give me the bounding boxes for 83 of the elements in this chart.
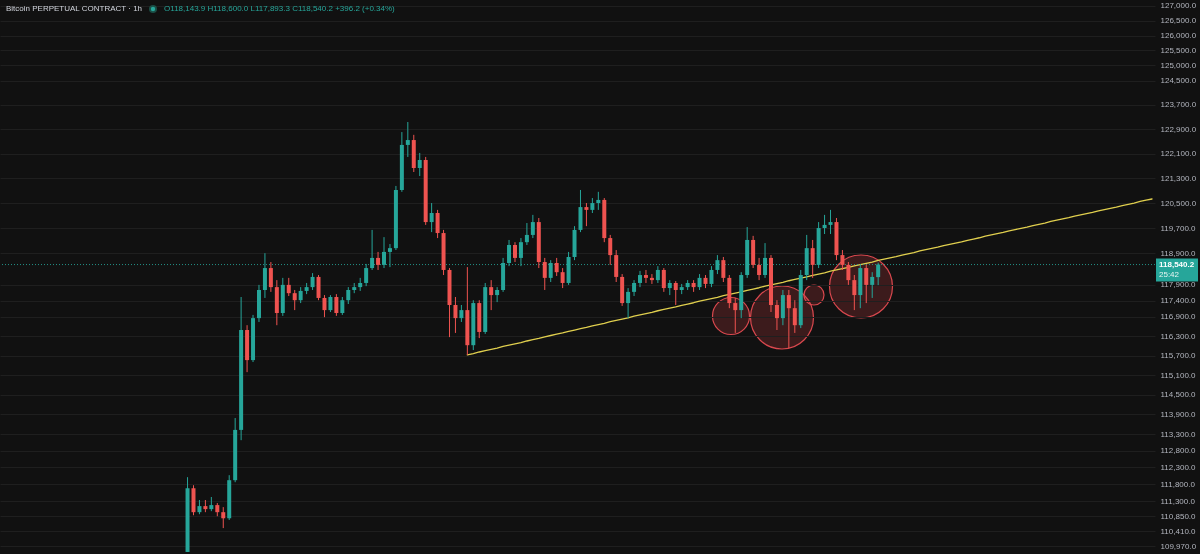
candlestick [780,289,785,326]
y-tick-label: 117,400.0 [1160,296,1197,306]
candlestick [643,269,648,284]
y-tick-label: 110,410.0 [1160,526,1197,536]
y-tick-label: 112,300.0 [1160,462,1197,472]
candlestick [614,249,619,283]
y-tick-label: 116,900.0 [1160,312,1197,322]
candlestick [435,209,440,239]
candlestick [560,267,565,289]
candlestick [757,257,762,281]
candlestick [286,277,291,297]
y-tick-label: 127,000.0 [1160,1,1197,11]
y-tick-label: 116,300.0 [1160,331,1197,341]
y-tick-label: 126,000.0 [1160,31,1197,41]
candlestick [322,294,327,318]
candlestick [733,297,738,334]
candlestick [786,289,791,349]
candlestick [405,121,410,158]
y-tick-label: 124,500.0 [1160,76,1197,85]
candlestick [334,293,339,317]
candlestick [453,296,458,334]
candlestick [530,214,535,239]
candlestick [661,267,666,293]
candlestick [608,234,613,266]
y-tick-label: 125,500.0 [1160,45,1197,55]
candlestick [495,286,500,303]
candlestick [626,287,631,319]
y-tick-label: 111,800.0 [1160,479,1196,489]
y-tick-label: 110,850.0 [1160,511,1197,521]
y-tick-label: 115,100.0 [1160,370,1197,380]
y-tick-label: 120,500.0 [1160,198,1197,208]
y-tick-label: 122,900.0 [1160,124,1197,134]
y-tick-label: 125,000.0 [1160,60,1197,70]
candlestick [596,191,601,211]
y-tick-label: 115,700.0 [1160,351,1197,361]
y-tick-label: 109,970.0 [1160,541,1197,551]
candlestick [792,299,797,334]
candlestick [191,484,196,516]
candlestick [429,202,434,233]
line-series [466,198,1153,356]
candlestick [840,249,845,271]
candlestick [638,270,643,288]
candlestick [221,506,226,529]
candlestick [822,214,827,235]
y-tick-label: 121,300.0 [1160,173,1197,183]
candlestick [876,262,881,286]
y-tick-label: 113,900.0 [1160,409,1197,419]
y-tick-label: 114,500.0 [1160,390,1197,400]
candlestick [774,299,779,331]
y-tick-label: 113,300.0 [1160,429,1197,439]
ref-line-label: 118,540.2 [1159,259,1195,269]
candlestick [673,280,678,306]
candlestick [709,265,714,288]
candlestick [512,241,517,263]
y-tick-label: 112,800.0 [1160,446,1197,456]
candlestick [292,289,297,311]
y-tick-label: 122,100.0 [1160,149,1197,159]
y-tick-label: 126,500.0 [1160,16,1197,26]
candlestick [870,271,875,299]
candlestick [489,279,494,311]
candlestick [846,261,851,286]
candlestick [417,152,422,177]
text: 25:42 [1159,269,1180,279]
y-tick-label: 111,300.0 [1160,496,1196,506]
candlestick [721,256,726,283]
candlestick [810,239,815,279]
candlestick [554,257,559,277]
annotation: O118,143.9 H118,600.0 L117,893.3 C118,540.2 +396.2 (+0.34%) [164,3,395,14]
y-tick-label: 117,900.0 [1160,280,1197,290]
candlestick [578,189,583,233]
candlestick [828,209,833,235]
candlestick [864,264,869,304]
candlestick [584,202,589,227]
y-tick-label: 119,700.0 [1160,223,1197,233]
chart-title: Bitcoin PERPETUAL CONTRACT · 1h [6,3,143,14]
candlestick [316,274,321,301]
y-tick-label: 118,900.0 [1160,248,1197,258]
y-tick-label: 123,700.0 [1160,100,1197,110]
candlestick [268,261,273,293]
candlestick [376,251,381,271]
candlestick [852,274,857,311]
candlestick [542,257,547,291]
candlestick [524,222,529,246]
